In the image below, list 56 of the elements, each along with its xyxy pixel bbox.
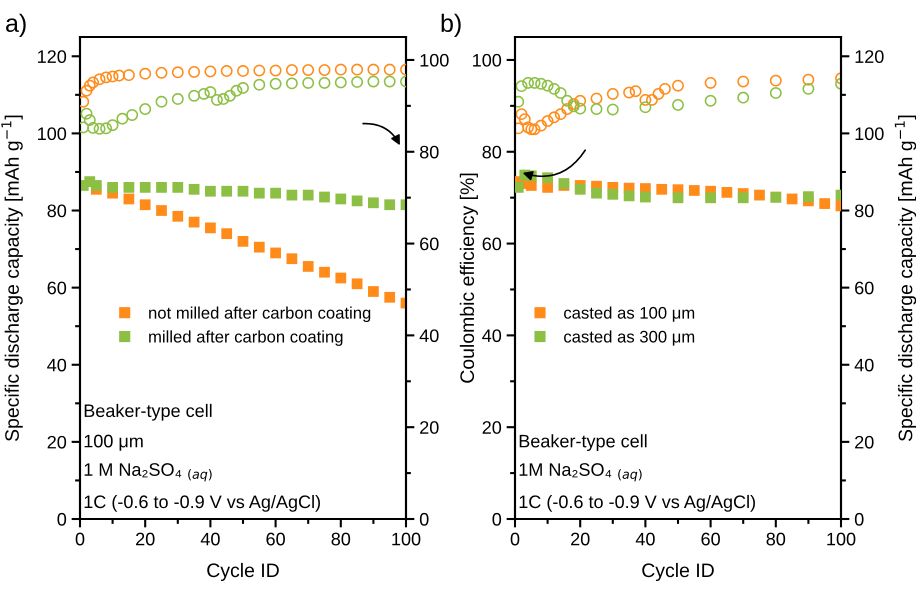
y-tick-label: 0 — [57, 512, 66, 526]
y2-tick-label: 20 — [420, 421, 439, 434]
y2-tick-label: 120 — [856, 50, 884, 63]
x-axis-title: Cycle ID — [207, 562, 279, 582]
y2-tick-label: 60 — [420, 238, 439, 250]
annotation: Beaker-type cell — [84, 404, 212, 421]
y2-tick-label: 40 — [854, 358, 874, 372]
y2-tick-label: 0 — [420, 512, 429, 526]
y-tick-label: 80 — [482, 146, 502, 158]
y-tick-label: 20 — [48, 436, 66, 449]
y-tick-label: 100 — [38, 127, 66, 140]
x-tick-label: 40 — [200, 532, 220, 546]
legend-label: casted as 300 μm — [564, 330, 694, 346]
annotation: 1M Na₂SO₄ $_{(aq)}$ — [520, 463, 642, 482]
y-axis-title: Specific discharge capacity [mAh g$^{−1}$] — [1, 116, 23, 442]
y2-tick-label: 80 — [420, 146, 439, 158]
y-tick-label: 40 — [482, 329, 502, 342]
annotation: 100 μm — [84, 434, 143, 451]
x-tick-label: 60 — [266, 532, 285, 546]
y-tick-label: 60 — [482, 238, 502, 250]
y2-tick-label: 80 — [854, 204, 874, 218]
y-tick-label: 80 — [48, 204, 66, 218]
x-tick-label: 80 — [766, 532, 786, 546]
x-tick-label: 80 — [332, 532, 350, 546]
x-tick-label: 60 — [701, 532, 720, 546]
y-tick-label: 0 — [492, 512, 502, 526]
y2-axis-title: Specific discharge capacity [mAh g$^{−1}$] — [894, 116, 916, 442]
x-tick-label: 0 — [76, 532, 84, 546]
legend-label: milled after carbon coating — [149, 330, 342, 346]
x-tick-label: 0 — [510, 532, 520, 546]
y2-tick-label: 20 — [855, 436, 874, 449]
y2-tick-label: 0 — [854, 512, 864, 526]
y-tick-label: 20 — [482, 421, 502, 434]
x-tick-label: 20 — [571, 532, 590, 546]
x-tick-label: 100 — [392, 532, 420, 546]
chart-title: b) — [442, 14, 461, 37]
x-tick-label: 100 — [827, 532, 856, 546]
annotation: 1C (-0.6 to -0.9 V vs Ag/AgCl) — [520, 494, 755, 512]
y2-tick-label: 100 — [856, 127, 884, 140]
annotation: 1 M Na₂SO₄ $_{(aq)}$ — [84, 463, 212, 482]
annotation: Beaker-type cell — [520, 434, 647, 452]
x-tick-label: 40 — [636, 532, 655, 546]
y-tick-label: 40 — [47, 358, 66, 372]
y-tick-label: 60 — [48, 282, 66, 294]
y-tick-label: 120 — [38, 50, 66, 63]
legend-label: casted as 100 μm — [564, 306, 694, 322]
y2-tick-label: 60 — [855, 282, 874, 294]
y2-tick-label: 40 — [420, 329, 439, 342]
y-tick-label: 100 — [473, 54, 502, 67]
annotation: 1C (-0.6 to -0.9 V vs Ag/AgCl) — [84, 494, 320, 512]
legend-label: not milled after carbon coating — [149, 306, 370, 322]
x-tick-label: 20 — [136, 532, 155, 546]
chart-title: a) — [6, 14, 26, 37]
x-axis-title: Cycle ID — [642, 562, 714, 582]
y2-axis-title: Coulombic efficiency [%] — [460, 174, 478, 383]
y2-tick-label: 100 — [420, 54, 449, 67]
